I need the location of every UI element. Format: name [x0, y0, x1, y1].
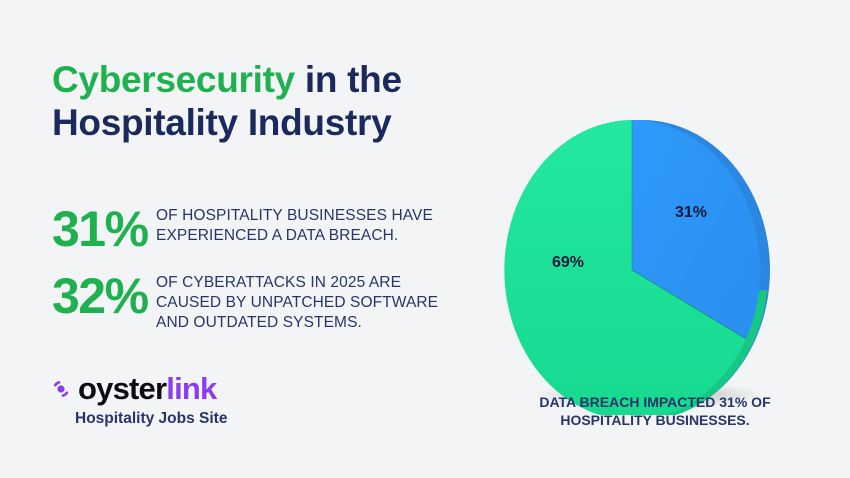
oysterlink-logo: oysterlink: [50, 371, 217, 406]
stat-value: 32%: [52, 268, 149, 324]
chart-caption: DATA BREACH IMPACTED 31% OF HOSPITALITY …: [520, 393, 790, 429]
stat-description: OF HOSPITALITY BUSINESSES HAVE EXPERIENC…: [156, 206, 433, 246]
stat-value: 31%: [52, 201, 149, 257]
pie-label-31: 31%: [675, 204, 708, 221]
logo-tagline: Hospitality Jobs Site: [75, 410, 228, 427]
stat-text-line: AND OUTDATED SYSTEMS.: [156, 314, 362, 331]
title-rest: in the: [294, 59, 402, 100]
pie-chart: 31% 69%: [490, 95, 790, 415]
title-line-2: Hospitality Industry: [52, 102, 392, 143]
logo-word-link: link: [166, 371, 217, 406]
title-accent: Cybersecurity: [52, 59, 295, 100]
caption-line: HOSPITALITY BUSINESSES.: [560, 412, 750, 428]
pie-label-69: 69%: [552, 254, 585, 271]
stat-description: OF CYBERATTACKS IN 2025 ARE CAUSED BY UN…: [156, 273, 438, 333]
stat-text-line: OF CYBERATTACKS IN 2025 ARE: [156, 274, 402, 291]
stat-data-breach: 31% OF HOSPITALITY BUSINESSES HAVE EXPER…: [52, 204, 433, 254]
caption-line: DATA BREACH IMPACTED 31% OF: [539, 394, 771, 410]
logo-word-oyster: oyster: [78, 371, 167, 406]
signal-dot-icon: [53, 381, 69, 397]
title-line-1: Cybersecurity in the: [52, 58, 402, 101]
stat-text-line: EXPERIENCED A DATA BREACH.: [156, 227, 399, 244]
stat-text-line: CAUSED BY UNPATCHED SOFTWARE: [156, 294, 439, 311]
page-title: Cybersecurity in the Hospitality Industr…: [52, 58, 402, 144]
pie-chart-graphic: [504, 119, 770, 415]
stat-text-line: OF HOSPITALITY BUSINESSES HAVE: [156, 207, 433, 224]
stat-cyberattacks: 32% OF CYBERATTACKS IN 2025 ARE CAUSED B…: [52, 271, 438, 333]
logo-wordmark: oysterlink: [78, 371, 217, 406]
